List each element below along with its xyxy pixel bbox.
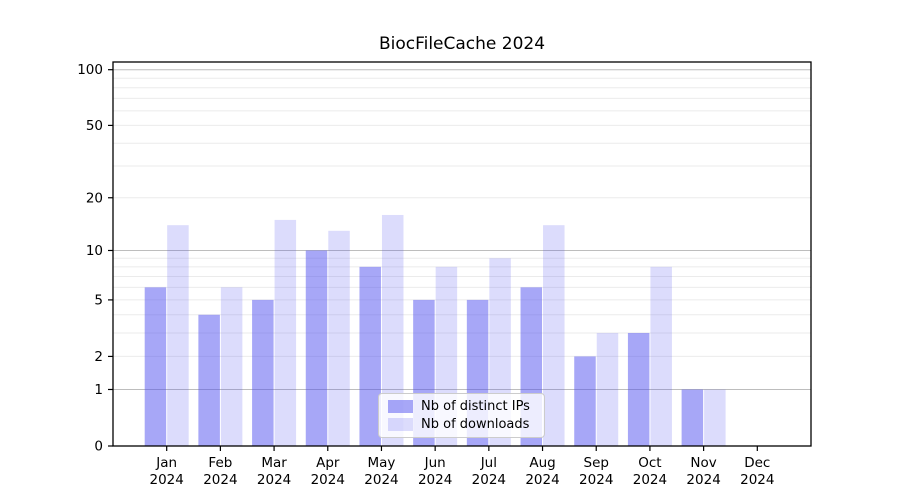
bar-nb-of-distinct-ips: [305, 250, 328, 446]
bar-nb-of-downloads: [704, 389, 726, 446]
svg-text:Apr: Apr: [316, 455, 340, 471]
bar-nb-of-distinct-ips: [252, 299, 274, 446]
bar-nb-of-distinct-ips: [144, 287, 167, 446]
bar-nb-of-downloads: [328, 230, 350, 446]
svg-text:0: 0: [94, 439, 103, 455]
bar-nb-of-distinct-ips: [198, 314, 220, 446]
bar-nb-of-downloads: [274, 219, 297, 446]
x-axis-labels: Jan2024Feb2024Mar2024Apr2024May2024Jun20…: [150, 446, 774, 488]
svg-text:100: 100: [77, 62, 103, 78]
legend-swatch-downloads: [388, 418, 413, 431]
svg-text:20: 20: [86, 190, 103, 206]
bar-nb-of-distinct-ips: [574, 356, 596, 446]
svg-text:Feb: Feb: [208, 455, 232, 471]
y-axis-labels: 0 1 2 5 10 20 50 100: [77, 62, 113, 455]
bar-nb-of-downloads: [220, 287, 243, 446]
svg-text:Jul: Jul: [480, 455, 497, 471]
svg-text:Sep: Sep: [584, 455, 609, 471]
svg-text:Mar: Mar: [261, 455, 287, 471]
bar-nb-of-distinct-ips: [359, 266, 381, 446]
svg-text:2024: 2024: [150, 472, 184, 488]
chart-title: BiocFileCache 2024: [378, 34, 546, 54]
svg-text:2024: 2024: [418, 472, 452, 488]
svg-text:10: 10: [86, 243, 103, 259]
svg-text:Dec: Dec: [744, 455, 770, 471]
bar-nb-of-downloads: [543, 225, 565, 446]
legend-item-downloads: Nb of downloads: [388, 417, 535, 432]
legend-label-downloads: Nb of downloads: [421, 417, 530, 432]
svg-text:2: 2: [94, 349, 103, 365]
svg-text:Aug: Aug: [529, 455, 555, 471]
bar-nb-of-downloads: [381, 214, 404, 446]
gridlines: [113, 69, 811, 390]
svg-text:2024: 2024: [579, 472, 613, 488]
legend-swatch-distinct-ips: [388, 400, 413, 413]
svg-text:2024: 2024: [203, 472, 237, 488]
svg-text:Oct: Oct: [638, 455, 661, 471]
legend: Nb of distinct IPs Nb of downloads: [378, 393, 545, 438]
svg-text:2024: 2024: [311, 472, 345, 488]
axes: [112, 61, 812, 447]
bar-nb-of-downloads: [650, 266, 672, 446]
legend-item-distinct-ips: Nb of distinct IPs: [388, 399, 535, 414]
bar-nb-of-distinct-ips: [627, 332, 650, 446]
svg-text:50: 50: [86, 118, 103, 134]
svg-text:5: 5: [94, 292, 103, 308]
bar-nb-of-downloads: [596, 332, 619, 446]
bar-nb-of-downloads: [167, 225, 189, 446]
svg-text:2024: 2024: [364, 472, 398, 488]
svg-text:Jun: Jun: [424, 455, 446, 471]
svg-text:Nov: Nov: [690, 455, 716, 471]
svg-text:May: May: [368, 455, 396, 471]
bar-nb-of-distinct-ips: [681, 389, 704, 446]
svg-text:2024: 2024: [633, 472, 667, 488]
svg-text:2024: 2024: [257, 472, 291, 488]
legend-label-distinct-ips: Nb of distinct IPs: [421, 399, 530, 414]
svg-text:2024: 2024: [525, 472, 559, 488]
svg-text:2024: 2024: [472, 472, 506, 488]
svg-text:1: 1: [94, 382, 103, 398]
svg-text:2024: 2024: [686, 472, 720, 488]
svg-text:Jan: Jan: [155, 455, 177, 471]
svg-text:2024: 2024: [740, 472, 774, 488]
